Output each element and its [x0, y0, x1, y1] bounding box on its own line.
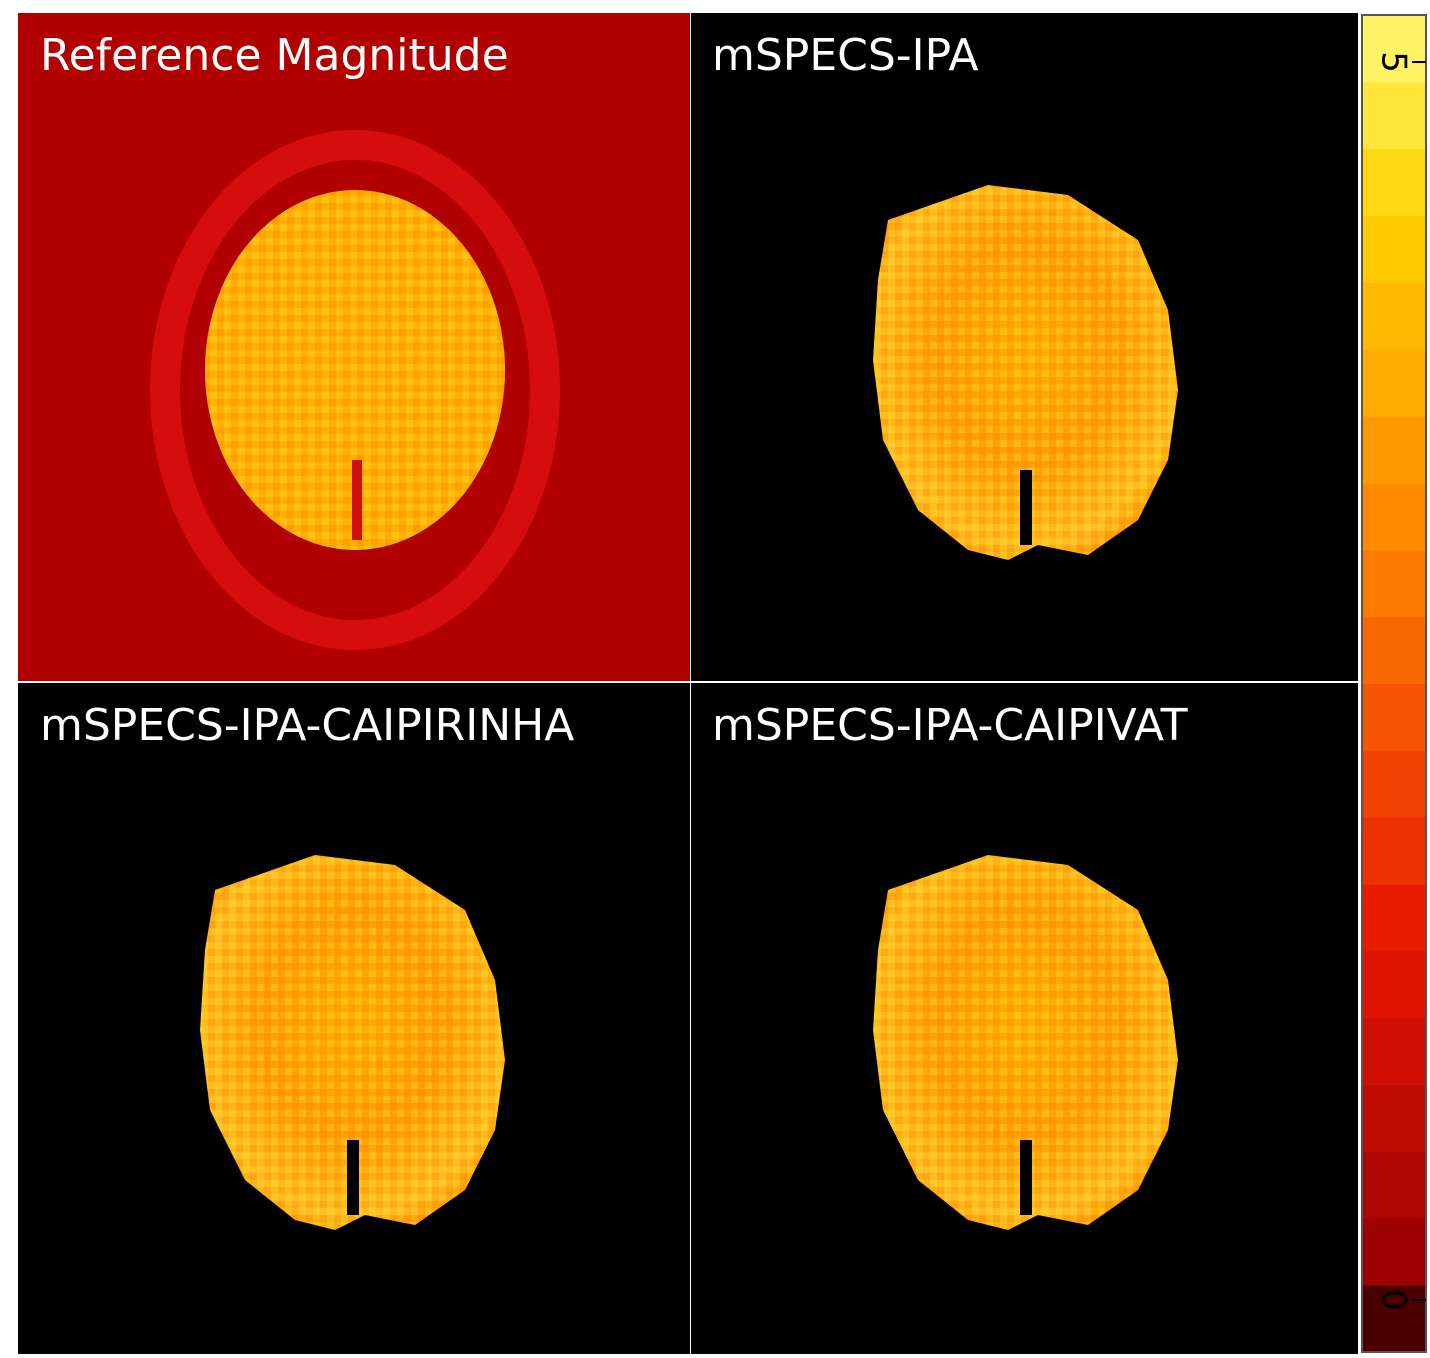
- colorbar-band: [1362, 282, 1426, 349]
- colorbar-band: [1362, 684, 1426, 751]
- panel-title: mSPECS-IPA-CAIPIVAT: [712, 700, 1188, 751]
- colorbar-band: [1362, 750, 1426, 817]
- colorbar-band: [1362, 550, 1426, 617]
- colorbar-band: [1362, 82, 1426, 149]
- colorbar-tick-label: 0: [1374, 1289, 1414, 1311]
- colorbar-band: [1362, 416, 1426, 483]
- panel-caipivat: mSPECS-IPA-CAIPIVAT: [691, 683, 1358, 1354]
- panel-title: mSPECS-IPA: [712, 30, 978, 81]
- colorbar-band: [1362, 1151, 1426, 1218]
- panel-reference: Reference Magnitude: [18, 13, 690, 681]
- colorbar-band: [1362, 1018, 1426, 1085]
- figure: Reference Magnitude mSPECS-IPA mSPECS-IP…: [0, 0, 1430, 1358]
- panel-ipa: mSPECS-IPA: [691, 13, 1358, 681]
- colorbar-band: [1362, 483, 1426, 550]
- colorbar-band: [1362, 149, 1426, 216]
- panel-caipirinha: mSPECS-IPA-CAIPIRINHA: [18, 683, 690, 1354]
- colorbar-band: [1362, 1085, 1426, 1152]
- colorbar-band: [1362, 349, 1426, 416]
- colorbar-band: [1362, 1218, 1426, 1285]
- panel-title: mSPECS-IPA-CAIPIRINHA: [40, 700, 574, 751]
- colorbar-band: [1362, 951, 1426, 1018]
- colorbar-band: [1362, 617, 1426, 684]
- colorbar-band: [1362, 817, 1426, 884]
- panel-title: Reference Magnitude: [40, 30, 509, 81]
- colorbar: 05: [1362, 15, 1426, 1353]
- colorbar-band: [1362, 884, 1426, 951]
- colorbar-tick-label: 5: [1374, 51, 1414, 73]
- colorbar-band: [1362, 216, 1426, 283]
